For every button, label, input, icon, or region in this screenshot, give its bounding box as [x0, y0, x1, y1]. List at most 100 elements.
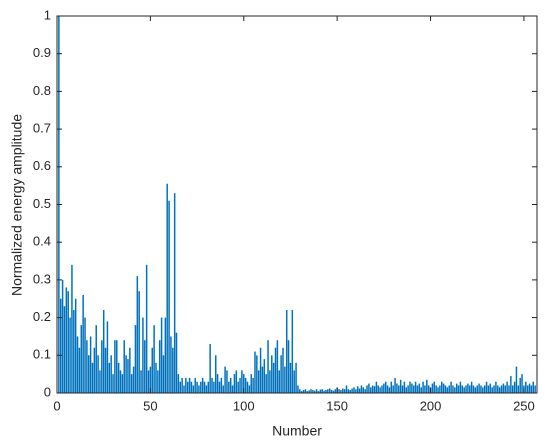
- bar: [517, 385, 520, 393]
- bar: [513, 381, 516, 393]
- y-tick-label: 0.3: [33, 271, 51, 286]
- bar: [491, 387, 493, 393]
- bar: [231, 385, 234, 393]
- bar: [179, 381, 182, 393]
- bar: [379, 387, 381, 393]
- bar: [203, 381, 206, 393]
- bar: [261, 366, 264, 393]
- bar: [381, 385, 383, 393]
- bar: [173, 193, 176, 393]
- bar: [99, 370, 101, 393]
- bar: [265, 374, 267, 393]
- bar: [433, 381, 436, 393]
- bar: [259, 347, 262, 393]
- bar: [257, 370, 260, 393]
- bar: [205, 385, 208, 393]
- y-tick-label: 0.8: [33, 83, 51, 98]
- bar: [153, 325, 155, 393]
- bar: [200, 381, 202, 393]
- bar: [88, 355, 90, 393]
- bar: [399, 379, 402, 393]
- x-axis-label: Number: [272, 423, 322, 439]
- bar: [332, 390, 335, 393]
- bar: [207, 381, 210, 393]
- x-tick-label: 250: [513, 398, 535, 413]
- bar: [299, 389, 301, 393]
- bar: [138, 291, 140, 393]
- bar: [487, 385, 490, 393]
- bar: [80, 325, 83, 393]
- bar: [291, 310, 294, 393]
- y-tick-label: 0.1: [33, 347, 51, 362]
- bar: [353, 387, 355, 393]
- bar: [229, 377, 232, 393]
- bar: [315, 389, 318, 393]
- bar: [175, 332, 178, 393]
- bar: [274, 347, 277, 393]
- bar: [409, 381, 411, 393]
- bar: [342, 388, 344, 393]
- bar: [302, 389, 305, 393]
- y-tick-label: 1: [44, 7, 51, 22]
- bar: [142, 317, 144, 393]
- bar: [233, 374, 236, 393]
- bar: [282, 347, 284, 393]
- bar: [243, 374, 245, 393]
- bar: [403, 381, 406, 393]
- bar: [125, 355, 127, 393]
- bar: [528, 383, 531, 393]
- bar: [101, 340, 103, 393]
- y-tick-label: 0.5: [33, 196, 51, 211]
- bar: [145, 264, 148, 393]
- bar: [392, 385, 394, 393]
- bar: [489, 383, 492, 393]
- bar: [250, 374, 252, 393]
- bar: [347, 389, 350, 393]
- bar: [194, 377, 196, 393]
- bar: [121, 374, 124, 393]
- bar: [338, 389, 340, 393]
- bar: [130, 374, 133, 393]
- bar: [151, 347, 153, 393]
- bar: [252, 377, 254, 393]
- bar: [450, 381, 452, 393]
- bar: [371, 385, 374, 393]
- bar: [104, 347, 107, 393]
- bar: [470, 381, 473, 393]
- bar: [196, 381, 198, 393]
- bar: [317, 391, 320, 393]
- bar: [67, 291, 69, 393]
- bar: [224, 366, 226, 393]
- bar: [368, 383, 370, 393]
- bar: [498, 387, 501, 393]
- bar: [222, 385, 224, 393]
- bar: [396, 383, 398, 393]
- bar: [422, 381, 424, 393]
- bar: [465, 385, 467, 393]
- bar: [448, 385, 450, 393]
- bar: [530, 385, 533, 393]
- bar: [211, 377, 213, 393]
- bar: [267, 340, 269, 393]
- bar: [506, 381, 508, 393]
- bar: [73, 310, 75, 393]
- bar: [457, 385, 460, 393]
- bar: [405, 387, 408, 393]
- bar: [269, 370, 271, 393]
- bar: [164, 317, 167, 393]
- bar: [284, 366, 286, 393]
- bar: [519, 377, 521, 393]
- bar: [213, 381, 215, 393]
- bar: [177, 374, 180, 393]
- bar: [304, 389, 307, 393]
- bar: [185, 377, 187, 393]
- bar: [162, 355, 165, 393]
- bar: [478, 383, 480, 393]
- bar: [71, 264, 73, 393]
- x-tick-label: 50: [143, 398, 157, 413]
- bar: [237, 381, 239, 393]
- bar: [474, 387, 477, 393]
- bar: [461, 385, 464, 393]
- bar: [431, 383, 434, 393]
